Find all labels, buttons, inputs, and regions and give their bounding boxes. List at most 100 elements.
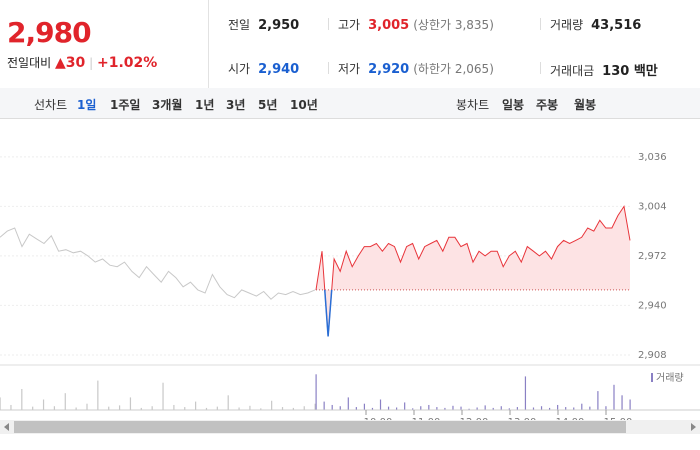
quote-panel: 2,980 전일대비 ▲30 | +1.02% 전일 2,950 고가 3,005 (상…: [0, 0, 700, 89]
volume-bar: [339, 406, 341, 410]
volume-bar: [331, 404, 333, 410]
candle-chart-label: 봉차트: [456, 98, 490, 112]
volume-bar: [484, 405, 486, 410]
period-tab[interactable]: 5년: [258, 98, 278, 112]
candle-tab[interactable]: 주봉: [536, 98, 559, 112]
volume-bar: [53, 406, 56, 410]
volume-bar: [589, 406, 591, 410]
period-tab[interactable]: 1일: [77, 98, 97, 112]
volume-bar: [396, 407, 398, 410]
volume-bar: [314, 403, 316, 410]
change-pct: +1.02%: [96, 55, 158, 71]
volume-bar: [387, 406, 390, 410]
change-amount: 30: [65, 55, 86, 71]
volume-bar: [557, 404, 559, 410]
period-tab[interactable]: 1년: [195, 98, 215, 112]
stat-label: 거래대금: [550, 64, 595, 78]
volume-bar: [0, 397, 1, 410]
stat: 거래량 43,516: [550, 16, 641, 33]
price-line: [315, 205, 631, 337]
volume-bar: [151, 406, 153, 410]
period-tab[interactable]: 1주일: [110, 98, 141, 112]
volume-bar: [129, 397, 132, 410]
volume-bar: [404, 402, 406, 410]
stat-label: 거래량: [550, 18, 584, 32]
volume-bar: [118, 405, 121, 410]
stat-value: 3,005: [368, 18, 410, 33]
stat-value: 130 백만: [602, 64, 658, 79]
volume-bar: [500, 406, 502, 410]
volume-bar: [21, 389, 23, 410]
stat-note: (상한가 3,835): [413, 18, 494, 32]
stat-note: (하한가 2,065): [413, 62, 494, 76]
volume-bar: [492, 407, 494, 410]
volume-bar: [629, 399, 631, 410]
price: 2,980: [7, 16, 92, 49]
change-value: ▲30: [55, 55, 86, 71]
volume-bar: [195, 401, 197, 410]
legend-swatch: [651, 373, 653, 382]
stat-label: 고가: [338, 18, 361, 32]
period-tab[interactable]: 3년: [226, 98, 246, 112]
period-tab[interactable]: 3개월: [152, 98, 183, 112]
stat: 시가 2,940: [228, 60, 299, 77]
y-tick-label: 3,004: [638, 201, 667, 212]
volume-bar: [140, 407, 142, 410]
legend: 거래량: [656, 372, 684, 384]
period-tab[interactable]: 10년: [290, 98, 318, 112]
volume-bar: [108, 406, 110, 410]
stat-label: 시가: [228, 62, 251, 76]
stat-label: 저가: [338, 62, 361, 76]
scroll-left: [4, 423, 9, 431]
volume-bar: [581, 403, 583, 410]
volume-bar: [97, 380, 99, 410]
volume-bar: [565, 407, 567, 410]
scroll-right: [691, 423, 696, 431]
volume-bar: [516, 407, 518, 410]
volume-bar: [371, 407, 374, 410]
volume-bar: [238, 407, 240, 410]
y-tick-label: 2,972: [638, 251, 667, 262]
page-bottom: [0, 434, 700, 450]
volume-bar: [605, 406, 607, 410]
volume-bar: [540, 406, 543, 410]
volume-bar: [460, 406, 462, 410]
candle-tab[interactable]: 일봉: [502, 98, 525, 112]
line-chart-label: 선차트: [34, 98, 68, 112]
volume-bar: [363, 403, 366, 410]
volume-bar: [355, 407, 357, 410]
volume-bar: [292, 407, 294, 410]
volume-bar: [32, 406, 34, 410]
candle-tab[interactable]: 월봉: [574, 98, 597, 112]
volume-bar: [86, 403, 88, 410]
volume-bar: [573, 407, 575, 410]
volume-bar: [428, 404, 430, 410]
volume-bar: [303, 406, 305, 410]
divider: [328, 18, 329, 30]
stat-value: 43,516: [591, 18, 642, 33]
stat-value: 2,920: [368, 62, 410, 77]
stat: 전일 2,950: [228, 16, 299, 33]
stat-label: 전일: [228, 18, 251, 32]
volume-bar: [162, 382, 164, 410]
y-tick-label: 2,940: [638, 300, 667, 311]
volume-bar: [444, 407, 446, 410]
volume-bar: [508, 408, 510, 410]
volume-bar: [532, 407, 535, 410]
volume-bar: [10, 404, 12, 410]
volume-bar: [173, 404, 175, 410]
divider: [328, 62, 329, 74]
volume-bar: [281, 407, 284, 410]
volume-bar: [260, 408, 262, 410]
volume-bar: [323, 401, 325, 410]
volume-bar: [452, 405, 454, 410]
stat: 거래대금 130 백만: [550, 60, 658, 79]
volume-bar: [271, 400, 273, 410]
volume-bar: [184, 407, 186, 410]
volume-bar: [216, 406, 218, 410]
price-line: [0, 227, 316, 300]
volume-bar: [420, 406, 422, 410]
change: 전일대비 ▲30 | +1.02%: [7, 55, 158, 71]
volume-bar: [412, 408, 414, 410]
